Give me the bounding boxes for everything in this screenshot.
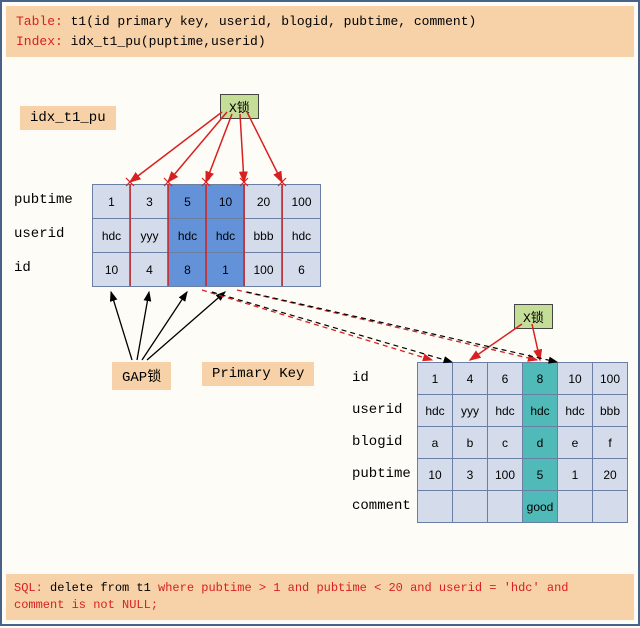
index-def: idx_t1_pu(puptime,userid) [71, 34, 266, 49]
pk-rowlabel-2: blogid [352, 434, 402, 450]
cell: good [523, 491, 558, 523]
cell: 100 [593, 363, 628, 395]
cell: hdc [169, 219, 207, 253]
cell: bbb [593, 395, 628, 427]
xlock-label-1: X锁 [220, 94, 259, 119]
cell: hdc [418, 395, 453, 427]
idx-rowlabel-0: pubtime [14, 192, 73, 208]
cell: 10 [558, 363, 593, 395]
cell: 3 [131, 185, 169, 219]
cell: 100 [283, 185, 321, 219]
cell: 6 [283, 253, 321, 287]
cell: 20 [245, 185, 283, 219]
cell: 10 [207, 185, 245, 219]
index-label: Index: [16, 34, 63, 49]
cell: 1 [418, 363, 453, 395]
cell: d [523, 427, 558, 459]
table-def: t1(id primary key, userid, blogid, pubti… [71, 14, 477, 29]
cell: hdc [558, 395, 593, 427]
sql-statement: SQL: delete from t1 where pubtime > 1 an… [6, 574, 634, 620]
cell: 5 [169, 185, 207, 219]
cell: yyy [453, 395, 488, 427]
cell: hdc [207, 219, 245, 253]
pk-rowlabel-1: userid [352, 402, 402, 418]
cell [593, 491, 628, 523]
cell: a [418, 427, 453, 459]
cell: yyy [131, 219, 169, 253]
cell [558, 491, 593, 523]
table-label: Table: [16, 14, 63, 29]
sql-prefix: SQL: [14, 581, 43, 595]
idx-name-label: idx_t1_pu [20, 106, 116, 130]
idx-rowlabel-1: userid [14, 226, 64, 242]
cell: 100 [488, 459, 523, 491]
cell: 1 [93, 185, 131, 219]
cell: hdc [93, 219, 131, 253]
gap-lock-label: GAP锁 [112, 362, 171, 390]
cell: hdc [283, 219, 321, 253]
cell [418, 491, 453, 523]
cell: 8 [523, 363, 558, 395]
primary-key-table: 146810100hdcyyyhdchdchdcbbbabcdef1031005… [417, 362, 628, 523]
cell: 10 [93, 253, 131, 287]
cell: 5 [523, 459, 558, 491]
cell: 8 [169, 253, 207, 287]
idx-rowlabel-2: id [14, 260, 31, 276]
cell: 4 [131, 253, 169, 287]
sql-black: delete from t1 [43, 581, 158, 595]
cell: 3 [453, 459, 488, 491]
cell [488, 491, 523, 523]
index-table: 1351020100hdcyyyhdchdcbbbhdc104811006 [92, 184, 321, 287]
pk-rowlabel-0: id [352, 370, 369, 386]
cell: hdc [488, 395, 523, 427]
pk-rowlabel-3: pubtime [352, 466, 411, 482]
xlock-label-2: X锁 [514, 304, 553, 329]
cell: b [453, 427, 488, 459]
cell [453, 491, 488, 523]
cell: 20 [593, 459, 628, 491]
cell: 100 [245, 253, 283, 287]
cell: 4 [453, 363, 488, 395]
cell: 1 [207, 253, 245, 287]
schema-header: Table: t1(id primary key, userid, blogid… [6, 6, 634, 57]
cell: hdc [523, 395, 558, 427]
pk-rowlabel-4: comment [352, 498, 411, 514]
cell: bbb [245, 219, 283, 253]
cell: 6 [488, 363, 523, 395]
primary-key-label: Primary Key [202, 362, 314, 386]
cell: c [488, 427, 523, 459]
cell: e [558, 427, 593, 459]
cell: 1 [558, 459, 593, 491]
cell: f [593, 427, 628, 459]
cell: 10 [418, 459, 453, 491]
